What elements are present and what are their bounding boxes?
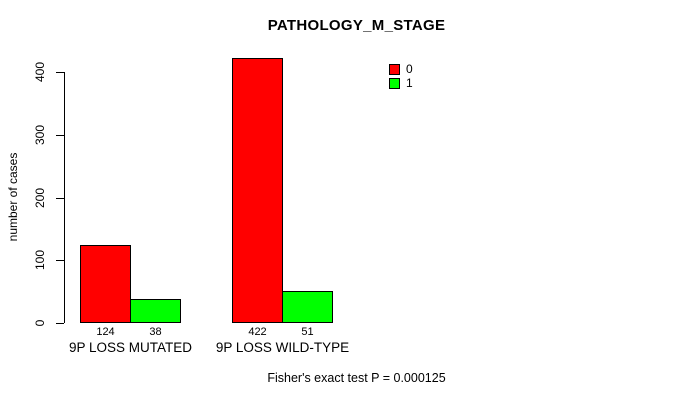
bar-value-label: 51 [301, 326, 314, 338]
y-axis-line [64, 72, 65, 323]
bar-value-label: 124 [96, 326, 115, 338]
group-label: 9P LOSS MUTATED [68, 340, 193, 355]
chart-title: PATHOLOGY_M_STAGE [267, 17, 446, 34]
bar-series-0 [80, 245, 131, 323]
annotation-text: Fisher's exact test P = 0.000125 [267, 371, 446, 385]
y-tick-mark [56, 260, 64, 261]
y-tick-mark [56, 198, 64, 199]
bar-series-1 [282, 291, 333, 323]
y-tick-label: 300 [33, 124, 47, 146]
bar-series-1 [130, 299, 181, 323]
bar-series-0 [232, 58, 283, 323]
group-label: 9P LOSS WILD-TYPE [215, 340, 350, 355]
legend-label: 0 [406, 62, 413, 76]
legend-row: 0 [389, 63, 413, 75]
y-tick-label: 100 [33, 249, 47, 271]
y-tick-mark [56, 323, 64, 324]
legend-swatch [389, 63, 400, 75]
bar-value-label: 38 [149, 326, 162, 338]
legend-label: 1 [406, 76, 413, 90]
legend-swatch [389, 77, 400, 89]
y-tick-mark [56, 72, 64, 73]
y-tick-label: 200 [33, 187, 47, 209]
y-axis-label: number of cases [6, 152, 20, 242]
y-tick-label: 0 [33, 319, 47, 327]
y-tick-mark [56, 135, 64, 136]
y-tick-label: 400 [33, 61, 47, 83]
bar-value-label: 422 [248, 326, 267, 338]
legend-row: 1 [389, 77, 413, 89]
